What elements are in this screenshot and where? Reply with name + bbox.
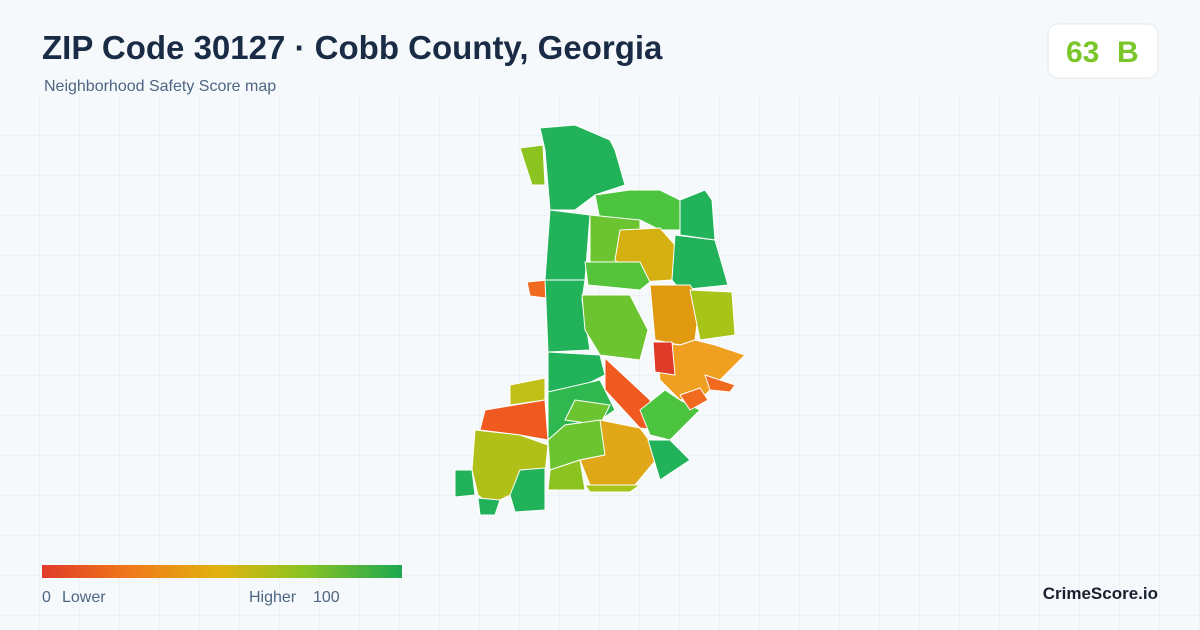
map-region xyxy=(519,144,546,186)
title: ZIP Code 30127 · Cobb County, Georgia xyxy=(42,29,663,66)
map-region xyxy=(454,469,476,498)
map-region xyxy=(479,399,549,441)
map-region xyxy=(647,439,691,481)
brand: CrimeScore.io xyxy=(1043,584,1158,603)
map-region xyxy=(584,261,651,291)
score-box xyxy=(1047,23,1159,79)
map xyxy=(454,124,746,516)
subtitle: Neighborhood Safety Score map xyxy=(44,78,276,95)
legend-min-label: Lower xyxy=(62,589,106,606)
map-region xyxy=(547,459,586,491)
score-value: 63 xyxy=(1066,36,1099,69)
map-region xyxy=(509,467,546,513)
map-region xyxy=(581,294,649,361)
map-region xyxy=(704,374,736,393)
map-region xyxy=(671,234,729,291)
score-grade: B xyxy=(1117,36,1139,69)
map-region xyxy=(689,289,736,341)
map-region xyxy=(544,279,591,353)
map-region xyxy=(477,497,501,516)
map-region xyxy=(544,209,591,281)
map-region xyxy=(679,387,709,411)
map-region xyxy=(652,341,676,376)
legend-max: 100 xyxy=(313,589,340,606)
map-region xyxy=(539,124,626,211)
legend-max-label: Higher xyxy=(249,589,297,606)
map-region xyxy=(654,339,746,401)
map-region xyxy=(584,484,641,493)
legend-min: 0 xyxy=(42,589,51,606)
legend-gradient xyxy=(42,565,402,578)
map-region xyxy=(679,189,716,241)
